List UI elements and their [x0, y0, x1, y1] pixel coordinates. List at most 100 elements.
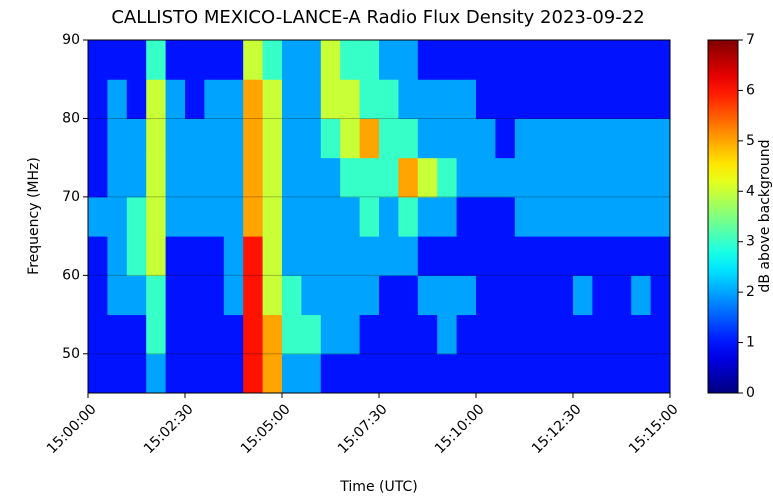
heatmap-cell — [515, 40, 535, 80]
heatmap-cell — [592, 79, 612, 119]
x-tick-label: 15:15:00 — [626, 401, 682, 457]
heatmap-cell — [651, 354, 671, 394]
heatmap-cell — [282, 236, 302, 276]
x-tick-label: 15:12:30 — [529, 401, 585, 457]
heatmap-cell — [360, 354, 380, 394]
heatmap-cell — [534, 118, 554, 158]
heatmap-cell — [554, 315, 574, 355]
heatmap-cell — [418, 197, 438, 237]
heatmap-cell — [437, 40, 457, 80]
heatmap-cell — [631, 40, 651, 80]
heatmap-cell — [612, 158, 632, 198]
heatmap-cell — [379, 236, 399, 276]
heatmap-cell — [263, 197, 283, 237]
heatmap-cell — [88, 275, 108, 315]
heatmap-cell — [554, 118, 574, 158]
heatmap-cell — [146, 197, 166, 237]
heatmap-cell — [476, 315, 496, 355]
heatmap-cell — [263, 315, 283, 355]
heatmap-cell — [224, 197, 244, 237]
heatmap-cell — [146, 275, 166, 315]
heatmap-cell — [592, 197, 612, 237]
heatmap-cell — [321, 236, 341, 276]
heatmap-cell — [379, 118, 399, 158]
colorbar-tick-label: 4 — [746, 183, 755, 199]
heatmap-cell — [651, 236, 671, 276]
heatmap-cell — [651, 118, 671, 158]
heatmap-cell — [457, 275, 477, 315]
heatmap-cell — [495, 118, 515, 158]
heatmap-cell — [263, 236, 283, 276]
heatmap-cell — [612, 118, 632, 158]
heatmap-cell — [360, 275, 380, 315]
heatmap-cell — [360, 197, 380, 237]
heatmap-cell — [360, 158, 380, 198]
heatmap-cell — [107, 354, 127, 394]
y-tick-label: 80 — [62, 110, 80, 126]
heatmap-cell — [398, 197, 418, 237]
y-tick-label: 60 — [62, 267, 80, 283]
heatmap-cell — [166, 158, 186, 198]
heatmap-cell — [107, 118, 127, 158]
heatmap-cell — [321, 118, 341, 158]
heatmap-cell — [321, 79, 341, 119]
heatmap-cell — [457, 236, 477, 276]
heatmap-cell — [340, 158, 360, 198]
heatmap-cell — [263, 118, 283, 158]
heatmap-cell — [534, 158, 554, 198]
heatmap-cell — [146, 354, 166, 394]
heatmap-cell — [631, 118, 651, 158]
heatmap-cell — [243, 315, 263, 355]
y-tick-label: 90 — [62, 32, 80, 48]
heatmap-cell — [146, 158, 166, 198]
heatmap-cell — [185, 275, 205, 315]
heatmap-cell — [282, 275, 302, 315]
heatmap-cell — [398, 40, 418, 80]
heatmap-cell — [204, 79, 224, 119]
heatmap-cell — [321, 354, 341, 394]
heatmap-cell — [204, 118, 224, 158]
heatmap-cell — [418, 354, 438, 394]
heatmap-cell — [321, 40, 341, 80]
heatmap-cell — [476, 158, 496, 198]
heatmap-cell — [263, 79, 283, 119]
heatmap-cell — [418, 79, 438, 119]
heatmap-cell — [166, 118, 186, 158]
heatmap-cell — [379, 158, 399, 198]
heatmap-cell — [146, 40, 166, 80]
heatmap-cell — [495, 315, 515, 355]
heatmap-cell — [515, 118, 535, 158]
heatmap-cell — [224, 158, 244, 198]
heatmap-cell — [107, 236, 127, 276]
heatmap-cell — [146, 236, 166, 276]
heatmap-cell — [457, 197, 477, 237]
heatmap-cell — [437, 354, 457, 394]
heatmap-cell — [592, 40, 612, 80]
heatmap-cell — [243, 79, 263, 119]
heatmap-cell — [612, 275, 632, 315]
heatmap-cell — [379, 315, 399, 355]
heatmap-cell — [127, 158, 147, 198]
heatmap-cell — [301, 354, 321, 394]
heatmap-cell — [185, 40, 205, 80]
heatmap-cell — [204, 158, 224, 198]
heatmap-cell — [107, 79, 127, 119]
heatmap-cell — [127, 118, 147, 158]
heatmap-cell — [243, 197, 263, 237]
y-tick-label: 70 — [62, 189, 80, 205]
heatmap-cell — [398, 315, 418, 355]
heatmap-cell — [418, 315, 438, 355]
colorbar-tick-label: 6 — [746, 82, 755, 98]
heatmap-cell — [651, 40, 671, 80]
heatmap-cell — [379, 40, 399, 80]
heatmap-cell — [321, 275, 341, 315]
heatmap-cell — [379, 79, 399, 119]
heatmap-cell — [573, 158, 593, 198]
heatmap-cell — [166, 275, 186, 315]
heatmap-cell — [592, 315, 612, 355]
heatmap-cell — [534, 275, 554, 315]
colorbar-label: dB above background — [757, 139, 773, 292]
heatmap-cell — [243, 40, 263, 80]
heatmap-cell — [437, 275, 457, 315]
heatmap-cell — [243, 354, 263, 394]
